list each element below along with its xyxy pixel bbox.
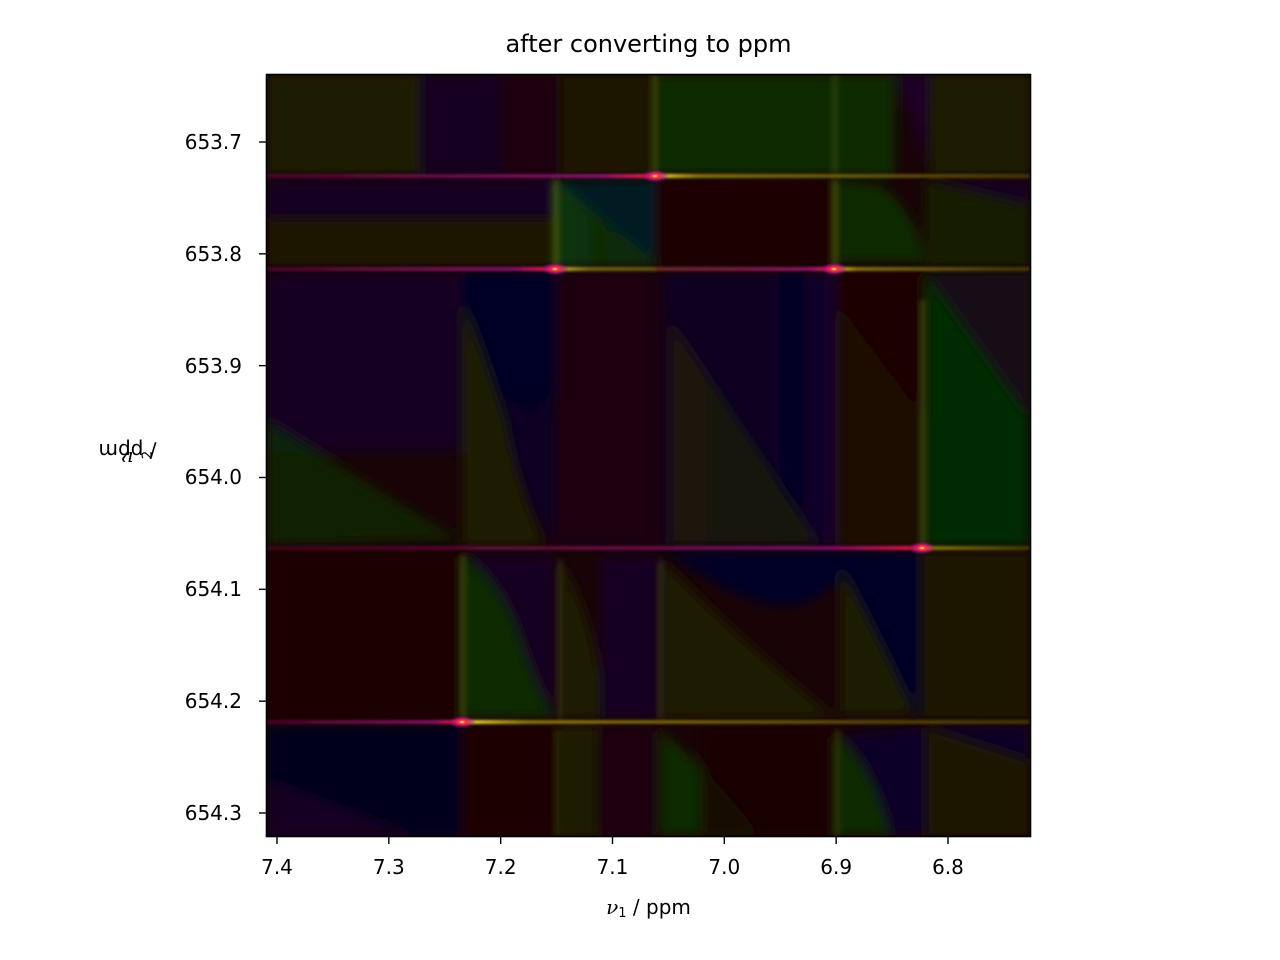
spectrum-image [267,75,1030,836]
y-tick-label: 654.0 [184,465,242,490]
x-tick-label: 7.0 [708,855,741,879]
x-tick-label: 7.4 [261,855,293,879]
y-tick-marks [259,141,266,814]
y-tick-label: 654.1 [184,577,242,602]
peak-markers [448,169,936,729]
chart-title: after converting to ppm [505,30,792,58]
y-tick-label: 653.8 [184,241,242,266]
y-tick-label: 653.9 [184,353,242,378]
x-tick-label: 7.3 [372,855,405,879]
axes-frame [265,73,1032,838]
x-axis-label: ν1 / ppm [606,895,691,921]
y-tick-label: 653.7 [184,130,242,154]
x-tick-label: 6.9 [820,855,853,879]
y-tick-label: 654.2 [184,689,242,714]
x-tick-label: 6.8 [932,855,964,879]
x-tick-label: 7.2 [484,855,517,879]
x-tick-label: 7.1 [596,855,629,879]
y-tick-label: 654.3 [184,800,242,825]
x-tick-marks [276,837,949,844]
